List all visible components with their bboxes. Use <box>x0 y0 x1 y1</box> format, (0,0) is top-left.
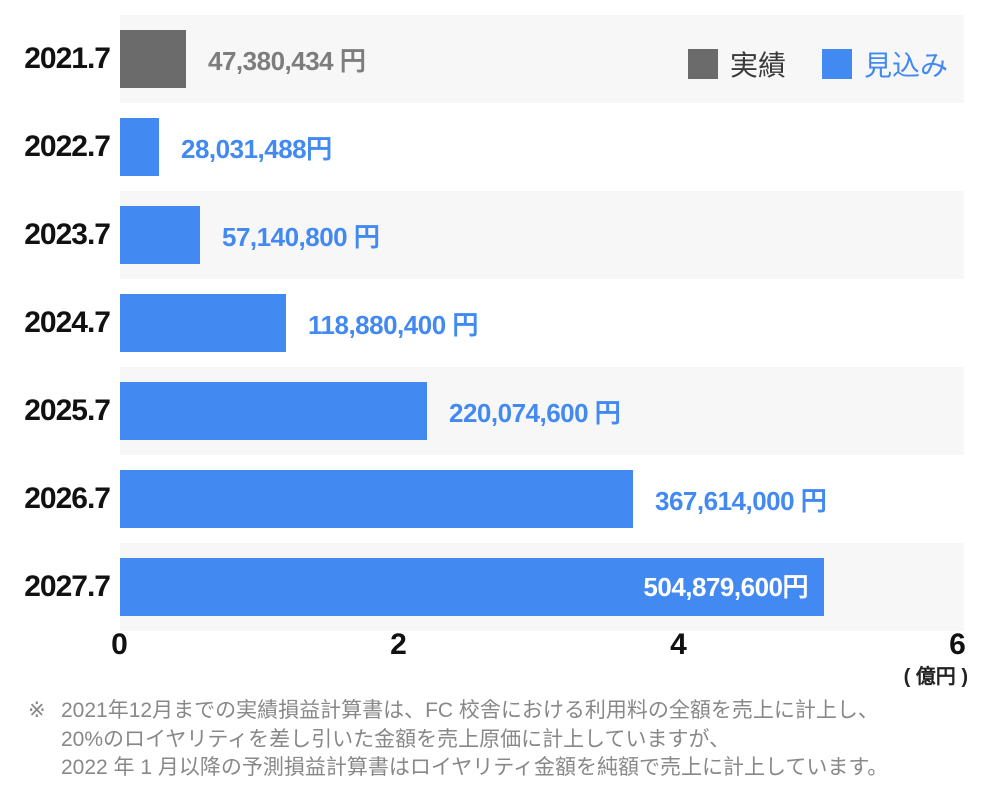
row-band: 118,880,400 円 <box>120 279 964 367</box>
x-axis-tick: 4 <box>670 628 687 661</box>
year-label: 2025.7 <box>24 394 111 427</box>
footnote-line: 20%のロイヤリティを差し引いた金額を売上原価に計上していますが、 <box>61 727 731 751</box>
chart-row: 2024.7 118,880,400 円 <box>0 279 1000 367</box>
value-label: 367,614,000 円 <box>655 485 827 516</box>
x-axis: 0 2 4 6 <box>0 628 1000 668</box>
row-band: 367,614,000 円 <box>120 455 964 543</box>
legend-actual-label: 実績 <box>730 50 787 81</box>
row-band: 28,031,488円 <box>120 103 964 191</box>
chart-row: 2023.7 57,140,800 円 <box>0 191 1000 279</box>
value-label: 47,380,434 円 <box>208 45 366 76</box>
legend-forecast-swatch <box>822 49 853 79</box>
chart-row: 2022.7 28,031,488円 <box>0 103 1000 191</box>
bar-2024-7 <box>120 294 286 352</box>
x-axis-tick: 0 <box>111 628 128 661</box>
bar-2023-7 <box>120 206 200 264</box>
value-label: 504,879,600円 <box>643 572 808 602</box>
legend: 実績 見込み <box>688 44 948 84</box>
year-label: 2026.7 <box>24 482 111 515</box>
year-label: 2023.7 <box>24 218 111 251</box>
x-axis-unit-label: ( 億円 ) <box>903 666 968 688</box>
value-label: 220,074,600 円 <box>449 397 621 428</box>
footnote-marker: ※ <box>28 699 46 722</box>
bar-2025-7 <box>120 382 427 440</box>
chart-row: 2027.7 504,879,600円 <box>0 543 1000 631</box>
x-axis-tick: 2 <box>390 628 407 661</box>
legend-actual-swatch <box>688 49 718 79</box>
chart-row: 2025.7 220,074,600 円 <box>0 367 1000 455</box>
year-label: 2021.7 <box>24 42 111 75</box>
row-band: 504,879,600円 <box>120 543 964 631</box>
value-label: 57,140,800 円 <box>222 221 380 252</box>
bar-2022-7 <box>120 118 159 176</box>
year-label: 2024.7 <box>24 306 111 339</box>
chart-row: 2026.7 367,614,000 円 <box>0 455 1000 543</box>
footnote: ※ 2021年12月までの実績損益計算書は、FC 校舎における利用料の全額を売上… <box>28 697 978 783</box>
legend-forecast-label: 見込み <box>864 50 949 81</box>
x-axis-tick: 6 <box>949 628 966 661</box>
footnote-line: 2021年12月までの実績損益計算書は、FC 校舎における利用料の全額を売上に計… <box>61 699 879 722</box>
footnote-line: 2022 年 1 月以降の予測損益計算書はロイヤリティ金額を純額で売上に計上して… <box>61 756 889 779</box>
year-label: 2022.7 <box>24 130 111 163</box>
bar-2027-7: 504,879,600円 <box>120 558 824 616</box>
bar-2026-7 <box>120 470 633 528</box>
year-label: 2027.7 <box>24 570 111 603</box>
bar-2021-7 <box>120 30 186 88</box>
row-band: 57,140,800 円 <box>120 191 964 279</box>
row-band: 220,074,600 円 <box>120 367 964 455</box>
value-label: 118,880,400 円 <box>308 309 478 340</box>
value-label: 28,031,488円 <box>181 133 332 164</box>
